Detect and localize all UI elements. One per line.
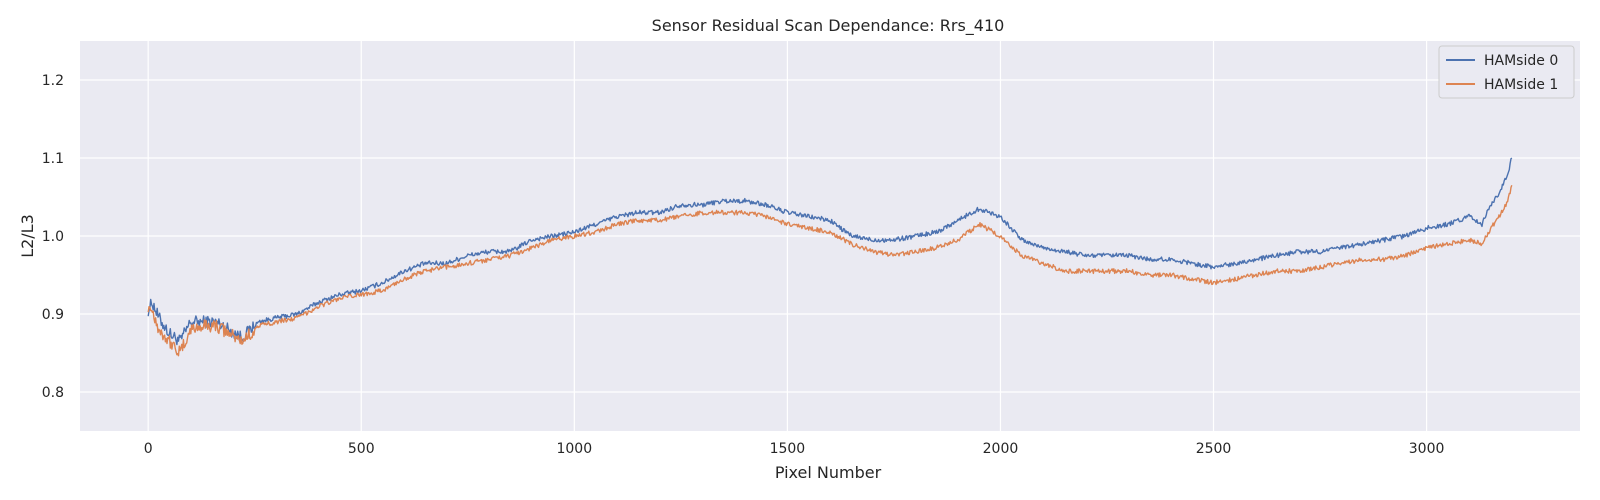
x-tick-label: 2000 <box>983 441 1019 457</box>
legend: HAMside 0 HAMside 1 <box>1438 45 1575 99</box>
y-tick-label: 1.1 <box>42 151 64 167</box>
legend-label-hamside-0: HAMside 0 <box>1484 53 1558 69</box>
x-tick-label: 2500 <box>1196 441 1232 457</box>
chart-title: Sensor Residual Scan Dependance: Rrs_410 <box>652 16 1005 36</box>
series-lines <box>147 157 1513 357</box>
y-tick-labels: 0.8 0.9 1.0 1.1 1.2 <box>42 73 64 401</box>
series-line-hamside-1 <box>147 185 1513 357</box>
x-tick-labels: 0 500 1000 1500 2000 2500 3000 <box>144 441 1445 457</box>
x-tick-label: 3000 <box>1409 441 1445 457</box>
y-tick-label: 0.9 <box>42 307 64 323</box>
series-line-hamside-0 <box>147 157 1513 346</box>
y-tick-label: 0.8 <box>42 385 64 401</box>
x-tick-label: 0 <box>144 441 153 457</box>
x-tick-label: 1000 <box>556 441 592 457</box>
y-tick-label: 1.0 <box>42 229 64 245</box>
x-tick-label: 1500 <box>770 441 806 457</box>
x-axis-label: Pixel Number <box>775 463 882 482</box>
grid-lines <box>80 41 1580 431</box>
x-tick-label: 500 <box>348 441 375 457</box>
y-axis-label: L2/L3 <box>18 214 37 258</box>
y-tick-label: 1.2 <box>42 73 64 89</box>
legend-label-hamside-1: HAMside 1 <box>1484 77 1558 93</box>
